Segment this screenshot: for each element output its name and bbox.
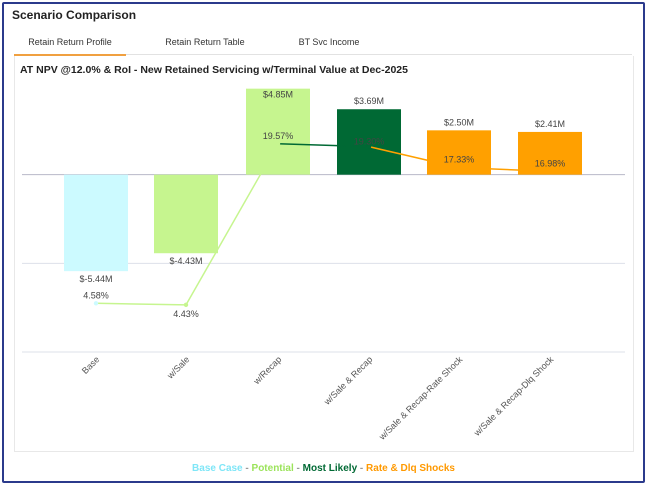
bar-4	[337, 109, 401, 175]
roi-value-label: 4.43%	[173, 309, 199, 319]
legend: Base Case - Potential - Most Likely - Ra…	[0, 463, 647, 474]
tab-retain-return-table[interactable]: Retain Return Table	[165, 37, 245, 47]
legend-item-base-case: Base Case	[192, 463, 243, 474]
roi-point-3	[275, 141, 281, 146]
roi-value-label: 16.98%	[535, 158, 566, 168]
x-tick-label: Base	[80, 354, 102, 376]
chart-panel	[14, 56, 634, 452]
bar-1	[64, 174, 128, 272]
x-tick-label: w/Recap	[251, 354, 284, 387]
x-tick-label: w/Sale & Recap-Rate Shock	[376, 354, 464, 442]
roi-line-segment	[95, 302, 187, 306]
bar-value-label: $-5.44M	[79, 274, 112, 284]
roi-value-label: 4.58%	[83, 290, 109, 300]
roi-line-segment	[185, 143, 279, 306]
bar-value-label: $-4.43M	[169, 256, 202, 266]
x-tick-label: w/Sale	[165, 354, 192, 381]
bar-3	[246, 88, 310, 175]
roi-point-4	[366, 144, 372, 149]
bar-value-label: $2.50M	[444, 117, 474, 127]
panel-title: Scenario Comparison	[12, 8, 137, 22]
tab-bar: Retain Return Profile Retain Return Tabl…	[14, 30, 632, 56]
bar-value-label: $4.85M	[263, 90, 293, 100]
roi-line-segment	[277, 143, 370, 148]
legend-item-rate-dlq-shocks: Rate & Dlq Shocks	[366, 463, 455, 474]
legend-separator: -	[359, 463, 364, 474]
roi-value-label: 19.30%	[354, 137, 385, 147]
legend-item-most-likely: Most Likely	[302, 463, 358, 474]
roi-value-label: 19.57%	[263, 131, 294, 141]
x-tick-label: w/Sale & Recap	[321, 354, 374, 407]
roi-line-segment	[368, 145, 460, 169]
bar-value-label: $2.41M	[535, 119, 565, 129]
roi-point-1	[93, 301, 99, 306]
roi-point-2	[183, 302, 189, 308]
chart-title: AT NPV @12.0% & RoI - New Retained Servi…	[20, 64, 408, 76]
bar-6	[518, 131, 582, 175]
legend-separator: -	[245, 463, 249, 474]
legend-item-potential: Potential	[251, 463, 294, 474]
roi-point-5	[456, 165, 462, 170]
roi-point-6	[547, 169, 553, 174]
roi-line-segment	[458, 166, 551, 173]
tab-retain-return-profile[interactable]: Retain Return Profile	[14, 30, 126, 56]
x-tick-label: w/Sale & Recap-Dlq Shock	[471, 354, 556, 439]
roi-value-label: 17.33%	[444, 155, 475, 165]
bar-2	[154, 174, 218, 254]
legend-separator: -	[296, 463, 300, 474]
tab-bt-svc-income[interactable]: BT Svc Income	[298, 37, 360, 47]
bar-value-label: $3.69M	[354, 96, 384, 106]
